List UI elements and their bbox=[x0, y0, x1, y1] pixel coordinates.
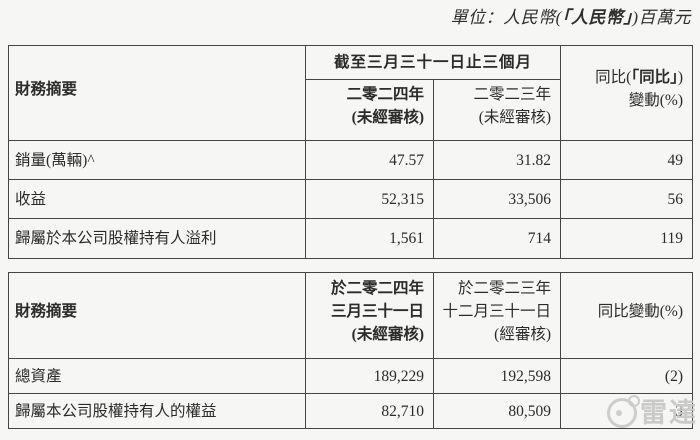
row-label: 總資產 bbox=[8, 358, 306, 394]
row-label: 收益 bbox=[8, 179, 306, 219]
table-row-sales-volume: 銷量(萬輛)^ 47.57 31.82 49 bbox=[8, 140, 694, 180]
table1-yoy-line1-suffix: ) bbox=[677, 69, 684, 86]
row-label: 歸屬於本公司股權持有人溢利 bbox=[8, 218, 306, 259]
table2-2024-line1: 於二零二四年 bbox=[330, 280, 424, 297]
value-2023: 33,506 bbox=[432, 179, 562, 219]
value-2023: 31.82 bbox=[432, 140, 562, 180]
table1-2023-audit-status: (未經審核) bbox=[478, 109, 552, 126]
table2-2024-line2: 三月三十一日 bbox=[330, 303, 424, 320]
value-2023: 714 bbox=[432, 218, 562, 259]
site-watermark: 雷達 bbox=[607, 395, 698, 428]
value-2023: 80,509 bbox=[433, 393, 561, 429]
table1-yoy-line1-bold: 「同比」 bbox=[631, 69, 678, 86]
value-yoy: 56 bbox=[560, 179, 694, 219]
value-2024: 52,315 bbox=[305, 179, 434, 219]
table1-col-2024-header: 二零二四年 (未經審核) bbox=[305, 79, 434, 141]
table2-2023-audit-status: (經審核) bbox=[494, 326, 551, 343]
table-row-total-assets: 總資產 189,229 192,598 (2) bbox=[8, 358, 693, 394]
table2-col-2023-header: 於二零二三年 十二月三十一日 (經審核) bbox=[433, 272, 561, 359]
table1-period-span-header: 截至三月三十一日止三個月 bbox=[304, 45, 562, 80]
quarterly-financial-summary-table: 財務摘要 截至三月三十一日止三個月 同比(「同比」) 變動(%) 二零二四年 (… bbox=[8, 45, 694, 259]
table2-col-2024-header: 於二零二四年 三月三十一日 (未經審核) bbox=[305, 272, 434, 359]
table-row-profit-attributable: 歸屬於本公司股權持有人溢利 1,561 714 119 bbox=[8, 218, 694, 259]
row-label: 銷量(萬輛)^ bbox=[8, 140, 306, 180]
table2-2024-audit-status: (未經審核) bbox=[351, 326, 424, 343]
table1-label-header: 財務摘要 bbox=[8, 45, 306, 141]
table2-label-header: 財務摘要 bbox=[8, 272, 306, 359]
value-yoy: 49 bbox=[560, 140, 694, 180]
radar-logo-icon bbox=[607, 395, 640, 428]
table1-yoy-header: 同比(「同比」) 變動(%) bbox=[560, 45, 694, 141]
value-2024: 47.57 bbox=[305, 140, 434, 180]
table-row-equity-attributable: 歸屬本公司股權持有人的權益 82,710 80,509 3 bbox=[8, 393, 693, 429]
unit-note-bold: 「人民幣」 bbox=[561, 8, 633, 27]
table1-2024-audit-status: (未經審核) bbox=[351, 109, 424, 126]
table-row-revenue: 收益 52,315 33,506 56 bbox=[8, 179, 694, 219]
table1-2024-year: 二零二四年 bbox=[346, 86, 424, 103]
table1-yoy-line1-prefix: 同比( bbox=[595, 69, 632, 86]
value-2023: 192,598 bbox=[433, 358, 561, 394]
watermark-label: 雷達 bbox=[640, 398, 698, 428]
value-2024: 1,561 bbox=[305, 218, 434, 259]
value-2024: 82,710 bbox=[305, 393, 434, 429]
table1-col-2023-header: 二零二三年 (未經審核) bbox=[432, 79, 562, 141]
value-yoy: 119 bbox=[560, 218, 694, 259]
value-2024: 189,229 bbox=[305, 358, 434, 394]
unit-note: 單位：人民幣(「人民幣」)百萬元 bbox=[451, 3, 691, 28]
value-yoy: (2) bbox=[560, 358, 693, 394]
table1-yoy-line2: 變動(%) bbox=[628, 92, 684, 109]
table2-2023-line2: 十二月三十一日 bbox=[442, 303, 551, 320]
table2-yoy-header: 同比變動(%) bbox=[560, 272, 693, 359]
table2-2023-line1: 於二零二三年 bbox=[457, 280, 551, 297]
balance-sheet-summary-table: 財務摘要 於二零二四年 三月三十一日 (未經審核) 於二零二三年 十二月三十一日… bbox=[8, 272, 693, 429]
unit-note-prefix: 單位：人民幣( bbox=[450, 8, 562, 27]
table1-2023-year: 二零二三年 bbox=[473, 86, 552, 103]
unit-note-suffix: )百萬元 bbox=[632, 8, 691, 27]
row-label: 歸屬本公司股權持有人的權益 bbox=[8, 393, 306, 429]
